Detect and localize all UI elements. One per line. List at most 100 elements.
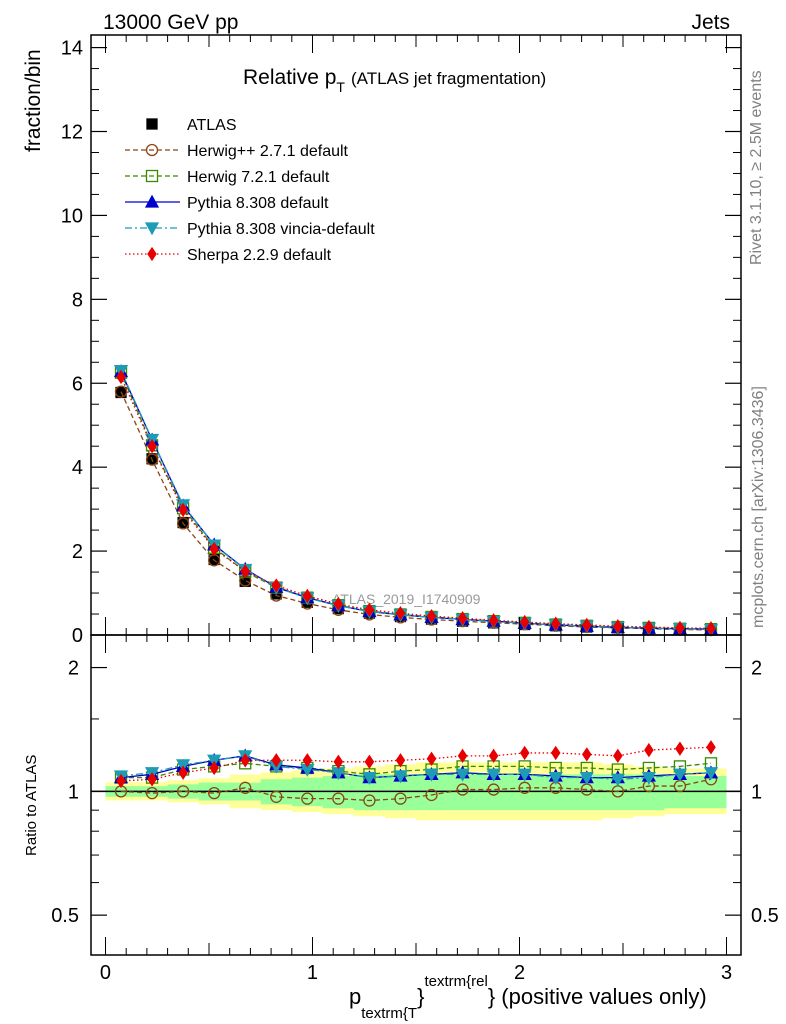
point-sherpa <box>613 619 623 634</box>
ratio-point-sherpa <box>644 742 654 758</box>
process-label: 13000 GeV pp <box>103 11 238 34</box>
ratio-series-sherpa <box>116 740 716 789</box>
point-sherpa <box>519 614 530 630</box>
legend-label: Herwig++ 2.7.1 default <box>187 143 349 160</box>
rivet-info: Rivet 3.1.10, ≥ 2.5M events <box>748 70 765 265</box>
legend-entry-atlas: ATLAS <box>146 117 237 134</box>
ratio-point-vincia <box>517 768 532 782</box>
point-sherpa <box>581 617 592 633</box>
xlabel-tail: } (positive values only) <box>488 984 707 1009</box>
ratio-point-herwigpp <box>363 794 376 807</box>
mcplots-info: mcplots.cern.ch [arXiv:1306.3436] <box>750 386 767 628</box>
xlabel-brace: } <box>417 984 424 1009</box>
x-tick-label: 0 <box>100 962 111 984</box>
ratio-series-vincia <box>113 750 719 787</box>
ratio-point-herwigpp <box>487 783 500 796</box>
legend-marker <box>146 118 158 130</box>
ratio-point-vincia <box>486 768 501 782</box>
point-herwigpp <box>176 517 190 530</box>
ratio-point-vincia <box>393 770 408 784</box>
analysis-id: ATLAS_2019_I1740909 <box>332 591 481 607</box>
legend-marker <box>147 246 157 262</box>
ratio-point-sherpa <box>488 748 499 764</box>
ratio-point-sherpa <box>271 753 282 768</box>
point-sherpa <box>147 439 157 454</box>
point-sherpa <box>116 369 126 385</box>
point-sherpa <box>271 578 282 593</box>
point-sherpa <box>644 619 654 635</box>
legend-label: Sherpa 2.2.9 default <box>187 247 332 264</box>
x-tick-label: 2 <box>514 962 525 984</box>
line-vincia <box>120 370 712 631</box>
xlabel-p: p <box>349 984 361 1009</box>
title-main: Relative p <box>243 66 336 89</box>
xlabel: ptextrm{T}textrm{rel} (positive values o… <box>349 973 707 1022</box>
ratio-point-herwigpp <box>270 790 283 803</box>
y-tick-label: 0 <box>72 625 83 647</box>
y-tick-label: 14 <box>61 38 83 60</box>
legend-label: Pythia 8.308 default <box>187 195 329 212</box>
ratio-point-vincia <box>424 768 439 782</box>
legend-marker <box>145 169 159 183</box>
point-sherpa <box>364 602 375 617</box>
ratio-tick-label: 0.5 <box>51 905 79 927</box>
point-sherpa <box>426 608 437 624</box>
point-sherpa <box>488 613 499 628</box>
legend-entry-vincia: Pythia 8.308 vincia-default <box>125 221 375 238</box>
ratio-tick-label: 2 <box>68 658 79 680</box>
point-sherpa <box>302 588 313 604</box>
ratio-point-sherpa <box>550 745 561 761</box>
uncertainty-band-green <box>105 774 727 811</box>
ratio-point-sherpa <box>147 772 157 787</box>
ratio-tick-label-right: 0.5 <box>751 905 779 927</box>
ratio-point-vincia <box>548 771 563 785</box>
top-ylabel: fraction/bin <box>22 49 45 152</box>
ratio-point-vincia <box>455 768 470 782</box>
ratio-point-herwigpp <box>208 786 221 800</box>
ratio-point-sherpa <box>706 740 716 755</box>
legend-entry-pythia: Pythia 8.308 default <box>125 194 329 212</box>
chart-title: Relative pT (ATLAS jet fragmentation) <box>243 66 546 95</box>
point-sherpa <box>240 564 251 579</box>
ratio-point-vincia <box>610 773 625 787</box>
category-label: Jets <box>691 11 730 34</box>
bottom-ylabel: Ratio to ATLAS <box>23 755 40 856</box>
ratio-point-herwigpp <box>456 783 469 796</box>
ratio-point-sherpa <box>457 748 468 764</box>
legend: ATLAS Herwig++ 2.7.1 default Herwig 7.2.1 … <box>125 117 375 264</box>
ratio-line-vincia <box>120 755 712 780</box>
legend-entry-herwigpp: Herwig++ 2.7.1 default <box>125 143 349 160</box>
ratio-point-sherpa <box>675 741 685 756</box>
ratio-point-herwigpp <box>394 792 407 805</box>
ratio-point-sherpa <box>426 751 437 766</box>
point-sherpa <box>209 541 219 557</box>
ratio-point-herwigpp <box>332 792 345 805</box>
ratio-point-herwigpp <box>239 781 252 794</box>
ratio-point-herwigpp <box>176 785 190 798</box>
x-tick-label: 3 <box>721 962 732 984</box>
legend-marker <box>144 222 160 236</box>
data-marks-layer <box>113 364 719 807</box>
ratio-point-vincia <box>703 767 719 781</box>
point-herwigpp <box>114 385 128 398</box>
ratio-tick-label-right: 2 <box>751 658 762 680</box>
xlabel-sup: textrm{rel <box>424 973 487 990</box>
legend-marker <box>144 194 160 208</box>
ratio-point-sherpa <box>395 753 406 768</box>
ratio-point-vincia <box>579 771 594 785</box>
ratio-point-sherpa <box>240 753 251 768</box>
point-sherpa <box>333 596 344 612</box>
ratio-point-sherpa <box>116 773 126 789</box>
ratio-line-pythia <box>120 755 712 779</box>
ratio-point-sherpa <box>178 765 188 780</box>
point-sherpa <box>395 606 406 621</box>
y-tick-label: 8 <box>72 289 83 311</box>
point-sherpa <box>675 620 685 636</box>
ratio-point-vincia <box>672 768 688 782</box>
ratio-point-sherpa <box>302 753 313 768</box>
ratio-point-sherpa <box>519 745 530 761</box>
line-sherpa <box>120 376 711 629</box>
series-sherpa <box>116 369 716 636</box>
ratio-point-herwigpp <box>518 781 531 794</box>
